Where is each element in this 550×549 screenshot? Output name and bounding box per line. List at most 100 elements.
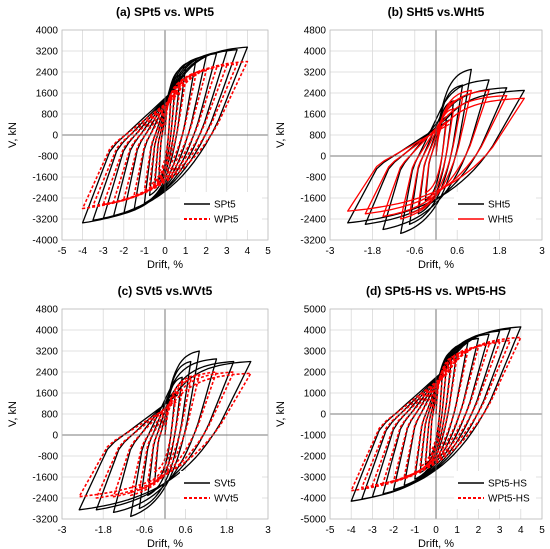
y-tick-label: -2000 bbox=[300, 452, 326, 463]
series-line-WPt5 bbox=[81, 60, 249, 210]
y-tick-label: -800 bbox=[38, 452, 58, 463]
x-tick-label: 1 bbox=[454, 525, 460, 536]
y-tick-label: 1600 bbox=[36, 389, 59, 400]
x-tick-label: -2 bbox=[119, 246, 128, 257]
y-tick-label: 800 bbox=[41, 110, 58, 121]
x-tick-label: 3 bbox=[265, 525, 271, 536]
y-tick-label: 4000 bbox=[304, 47, 327, 58]
x-tick-label: 2 bbox=[203, 246, 209, 257]
y-tick-label: 800 bbox=[309, 131, 326, 142]
y-tick-label: -3200 bbox=[32, 215, 58, 226]
y-tick-label: 1600 bbox=[36, 89, 59, 100]
y-axis-label: V, kN bbox=[275, 401, 287, 427]
plot-frame bbox=[329, 29, 543, 241]
y-tick-label: 2400 bbox=[304, 89, 327, 100]
x-tick-label: -5 bbox=[326, 525, 335, 536]
x-tick-label: 1 bbox=[183, 246, 189, 257]
y-tick-label: -3200 bbox=[300, 236, 326, 247]
y-tick-label: -1000 bbox=[300, 431, 326, 442]
x-tick-label: 1.8 bbox=[220, 525, 234, 536]
x-tick-label: 0 bbox=[433, 525, 439, 536]
x-tick-label: -1.8 bbox=[95, 525, 113, 536]
y-tick-label: 5000 bbox=[304, 305, 327, 316]
y-tick-label: 1600 bbox=[304, 110, 327, 121]
y-tick-label: -1600 bbox=[32, 173, 58, 184]
x-tick-label: 3 bbox=[224, 246, 230, 257]
legend-label-WHt5: WHt5 bbox=[488, 215, 513, 226]
x-tick-label: 3 bbox=[497, 525, 503, 536]
y-tick-label: 2000 bbox=[304, 368, 327, 379]
y-tick-label: -3000 bbox=[300, 473, 326, 484]
legend-label-WPt5: WPt5 bbox=[214, 215, 239, 226]
x-tick-label: 3 bbox=[539, 246, 545, 257]
y-tick-label: 0 bbox=[320, 410, 326, 421]
y-tick-label: 800 bbox=[41, 410, 58, 421]
legend-label-WVt5: WVt5 bbox=[214, 494, 239, 505]
x-axis-label: Drift, % bbox=[147, 259, 183, 271]
plot-frame bbox=[329, 308, 543, 520]
chart-panel-1: (a) SPt5 vs. WPt5 -5 -4 -3 -2 -1 0 1 2 3 4 5 -4000 -3… bbox=[7, 5, 271, 271]
x-tick-label: 0.6 bbox=[450, 246, 464, 257]
x-tick-label: 5 bbox=[265, 246, 271, 257]
x-tick-label: -4 bbox=[78, 246, 87, 257]
legend-box bbox=[454, 471, 536, 509]
x-tick-label: 5 bbox=[539, 525, 545, 536]
legend-box bbox=[180, 192, 262, 230]
x-tick-label: 0.6 bbox=[179, 525, 193, 536]
y-axis-label: V, kN bbox=[7, 401, 19, 427]
x-tick-label: -5 bbox=[58, 246, 67, 257]
y-tick-label: 0 bbox=[320, 152, 326, 163]
legend: SPt5-HS WPt5-HS bbox=[454, 471, 536, 509]
x-tick-label: -1.8 bbox=[364, 246, 382, 257]
y-tick-label: -2400 bbox=[300, 215, 326, 226]
y-tick-label: -5000 bbox=[300, 515, 326, 526]
x-axis-label: Drift, % bbox=[418, 538, 454, 549]
panel-title: (a) SPt5 vs. WPt5 bbox=[116, 5, 214, 19]
y-tick-label: 4000 bbox=[36, 26, 59, 37]
plot-frame bbox=[61, 29, 269, 241]
plot-frame bbox=[61, 308, 269, 520]
chart-panel-3: (c) SVt5 vs.WVt5 -3 -1.8 -0.6 0.6 1.8 3 -3200 -2… bbox=[7, 284, 271, 549]
x-tick-label: 0 bbox=[162, 246, 168, 257]
x-tick-label: 1.8 bbox=[493, 246, 507, 257]
legend-box bbox=[180, 471, 262, 509]
y-tick-label: 4800 bbox=[304, 26, 327, 37]
legend-box bbox=[454, 192, 536, 230]
legend: SPt5 WPt5 bbox=[180, 192, 262, 230]
y-tick-label: 3200 bbox=[304, 68, 327, 79]
x-tick-label: -0.6 bbox=[406, 246, 424, 257]
x-tick-label: -3 bbox=[58, 525, 67, 536]
x-tick-label: 2 bbox=[476, 525, 482, 536]
legend: SVt5 WVt5 bbox=[180, 471, 262, 509]
y-tick-label: 0 bbox=[52, 431, 58, 442]
x-tick-label: 4 bbox=[518, 525, 524, 536]
x-tick-label: -2 bbox=[389, 525, 398, 536]
legend-label-SPt5: SPt5 bbox=[214, 200, 236, 211]
x-tick-label: -1 bbox=[410, 525, 419, 536]
y-tick-label: 3200 bbox=[36, 47, 59, 58]
legend-label-SVt5: SVt5 bbox=[214, 479, 236, 490]
x-axis-label: Drift, % bbox=[418, 259, 454, 271]
y-tick-label: -4000 bbox=[300, 494, 326, 505]
x-tick-label: -4 bbox=[347, 525, 356, 536]
y-tick-label: 4000 bbox=[304, 326, 327, 337]
x-tick-label: -0.6 bbox=[136, 525, 154, 536]
y-tick-label: -2400 bbox=[32, 194, 58, 205]
x-tick-label: -3 bbox=[368, 525, 377, 536]
y-tick-label: 4800 bbox=[36, 305, 59, 316]
panel-title: (c) SVt5 vs.WVt5 bbox=[118, 284, 213, 298]
legend-label-SHt5: SHt5 bbox=[488, 200, 511, 211]
y-tick-label: 0 bbox=[52, 131, 58, 142]
y-tick-label: 4000 bbox=[36, 326, 59, 337]
y-tick-label: 1000 bbox=[304, 389, 327, 400]
y-tick-label: -2400 bbox=[32, 494, 58, 505]
panel-title: (b) SHt5 vs.WHt5 bbox=[388, 5, 485, 19]
x-tick-label: -1 bbox=[140, 246, 149, 257]
series-line-WPt5-HS bbox=[350, 336, 522, 492]
legend-label-WPt5-HS: WPt5-HS bbox=[488, 494, 530, 505]
y-tick-label: -800 bbox=[306, 173, 326, 184]
y-tick-label: -800 bbox=[38, 152, 58, 163]
x-tick-label: -3 bbox=[99, 246, 108, 257]
y-axis-label: V, kN bbox=[275, 122, 287, 148]
